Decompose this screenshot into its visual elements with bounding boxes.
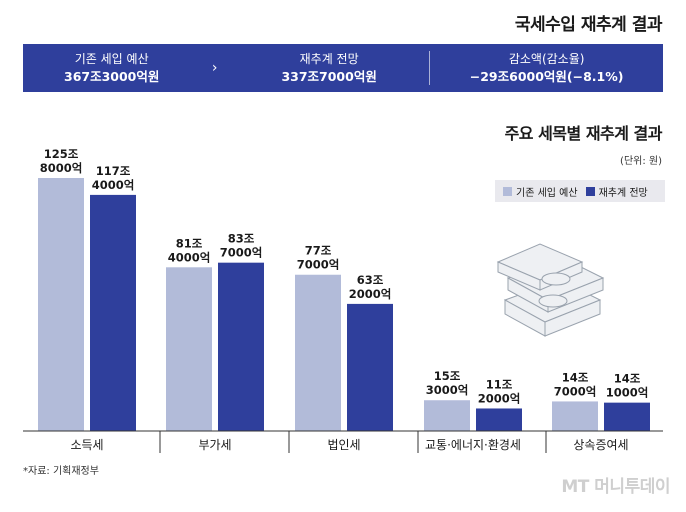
original-budget-label: 기존 세입 예산	[74, 51, 149, 66]
watermark-logo: MT 머니투데이	[561, 477, 670, 497]
bar-original-0	[38, 178, 84, 431]
bar-original-1	[166, 267, 212, 431]
summary-bar: 기존 세입 예산 367조3000억원 › 재추계 전망 337조7000억원 …	[23, 44, 663, 92]
original-budget-cell: 기존 세입 예산 367조3000억원	[23, 44, 200, 92]
bar-revised-3	[476, 408, 522, 431]
legend: 기존 세입 예산 재추계 전망	[495, 180, 665, 202]
legend-swatch-revised	[585, 186, 595, 196]
legend-item-revised: 재추계 전망	[585, 184, 648, 199]
data-label-original-4-billion: 7000억	[554, 384, 597, 398]
data-label-original-1-trillion: 81조	[176, 236, 203, 250]
legend-label-original: 기존 세입 예산	[516, 187, 578, 199]
data-label-original-2-trillion: 77조	[305, 244, 332, 258]
x-tick-label-3: 교통·에너지·환경세	[425, 438, 521, 452]
chevron-right-icon: ›	[211, 60, 218, 76]
data-label-revised-0-billion: 4000억	[92, 178, 135, 192]
data-label-revised-2-trillion: 63조	[357, 273, 384, 287]
data-label-revised-0-trillion: 117조	[96, 164, 131, 178]
original-budget-value: 367조3000억원	[64, 68, 160, 84]
data-label-revised-3-billion: 2000억	[478, 391, 521, 405]
source-note: *자료: 기획재정부	[23, 466, 99, 477]
revised-forecast-value: 337조7000억원	[281, 68, 377, 84]
data-label-original-0-billion: 8000억	[40, 161, 83, 175]
legend-swatch-original	[503, 186, 512, 196]
bar-revised-1	[218, 262, 264, 431]
x-tick-label-1: 부가세	[198, 438, 231, 452]
data-label-revised-1-trillion: 83조	[228, 232, 255, 246]
chart-title: 주요 세목별 재추계 결과	[504, 124, 663, 143]
data-label-original-1-billion: 4000억	[168, 250, 211, 264]
data-label-original-4-trillion: 14조	[562, 370, 589, 384]
data-label-revised-1-billion: 7000억	[220, 246, 263, 260]
bar-revised-4	[604, 402, 650, 431]
bar-original-4	[552, 401, 598, 431]
data-label-original-3-billion: 3000억	[426, 383, 469, 397]
bar-revised-2	[347, 303, 393, 431]
bar-original-3	[424, 400, 470, 431]
data-label-revised-3-trillion: 11조	[486, 377, 513, 391]
legend-item-original: 기존 세입 예산	[503, 184, 578, 199]
data-label-revised-4-billion: 1000억	[606, 386, 649, 400]
decrease-label: 감소액(감소율)	[508, 51, 585, 66]
data-label-original-2-billion: 7000억	[297, 258, 340, 272]
unit-note: (단위: 원)	[620, 156, 662, 167]
page-title: 국세수입 재추계 결과	[514, 15, 663, 35]
legend-label-revised: 재추계 전망	[598, 187, 648, 199]
x-tick-label-2: 법인세	[327, 438, 360, 452]
x-tick-label-0: 소득세	[70, 438, 103, 452]
decrease-value: −29조6000억원(−8.1%)	[469, 68, 624, 84]
x-tick-label-4: 상속증여세	[573, 438, 628, 452]
data-label-original-0-trillion: 125조	[44, 147, 79, 161]
data-label-revised-2-billion: 2000억	[349, 287, 392, 301]
revised-forecast-cell: 재추계 전망 337조7000억원	[229, 44, 429, 92]
bar-revised-0	[90, 194, 136, 431]
bar-original-2	[295, 274, 341, 431]
revised-forecast-label: 재추계 전망	[299, 51, 359, 66]
decrease-cell: 감소액(감소율) −29조6000억원(−8.1%)	[429, 51, 663, 85]
data-label-original-3-trillion: 15조	[434, 369, 461, 383]
money-stack-icon	[496, 243, 605, 337]
data-label-revised-4-trillion: 14조	[614, 372, 641, 386]
